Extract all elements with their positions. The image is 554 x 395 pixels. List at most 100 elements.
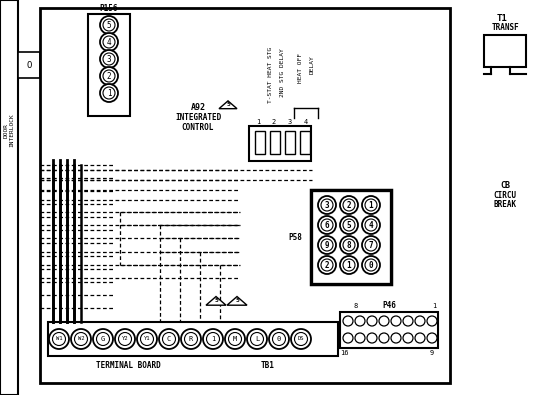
Text: HEAT OFF: HEAT OFF (297, 53, 302, 83)
Text: 1: 1 (369, 201, 373, 209)
Circle shape (362, 236, 380, 254)
Text: 16: 16 (340, 350, 348, 356)
Circle shape (162, 333, 176, 346)
Circle shape (159, 329, 179, 349)
Polygon shape (219, 101, 237, 109)
Text: 0: 0 (369, 260, 373, 269)
Bar (88, 14, 130, 116)
Circle shape (53, 333, 65, 346)
Text: CB: CB (500, 181, 510, 190)
Circle shape (365, 219, 377, 231)
Text: 9: 9 (325, 241, 329, 250)
Circle shape (250, 333, 264, 346)
Circle shape (103, 53, 115, 65)
Circle shape (427, 333, 437, 343)
Circle shape (273, 333, 285, 346)
Text: 0: 0 (277, 336, 281, 342)
Text: 1: 1 (256, 119, 260, 125)
Bar (311, 190, 391, 284)
Circle shape (362, 196, 380, 214)
Circle shape (203, 329, 223, 349)
Text: A92: A92 (191, 102, 206, 111)
Text: T1: T1 (496, 13, 507, 23)
Text: 5: 5 (107, 21, 111, 30)
Text: 1: 1 (211, 336, 215, 342)
Text: P156: P156 (100, 4, 118, 13)
Bar (285, 131, 295, 154)
Bar (18, 52, 40, 78)
Text: 5: 5 (235, 298, 239, 303)
Text: 4: 4 (369, 220, 373, 229)
Bar (0, 0, 18, 395)
Text: O: O (26, 60, 32, 70)
Circle shape (403, 316, 413, 326)
Circle shape (295, 333, 307, 346)
Circle shape (225, 329, 245, 349)
Circle shape (103, 70, 115, 82)
Circle shape (379, 333, 389, 343)
Circle shape (340, 216, 358, 234)
Text: G: G (101, 336, 105, 342)
Circle shape (100, 16, 118, 34)
Circle shape (100, 67, 118, 85)
Circle shape (340, 256, 358, 274)
Text: 3: 3 (288, 119, 292, 125)
Text: C: C (167, 336, 171, 342)
Circle shape (137, 329, 157, 349)
Text: DELAY: DELAY (310, 56, 315, 74)
Bar (270, 131, 280, 154)
Text: 4: 4 (304, 119, 308, 125)
Polygon shape (227, 297, 247, 305)
Text: 6: 6 (325, 220, 329, 229)
Text: 5: 5 (214, 298, 218, 303)
Text: 9: 9 (430, 350, 434, 356)
Circle shape (343, 239, 355, 251)
Text: DS: DS (297, 337, 304, 342)
Text: W1: W1 (56, 337, 62, 342)
Circle shape (343, 259, 355, 271)
Text: W2: W2 (78, 337, 84, 342)
Circle shape (365, 199, 377, 211)
Text: INTEGRATED: INTEGRATED (175, 113, 221, 122)
Circle shape (365, 239, 377, 251)
Circle shape (362, 216, 380, 234)
Text: 2: 2 (325, 260, 329, 269)
Text: 1: 1 (347, 260, 351, 269)
Circle shape (321, 199, 333, 211)
Text: 1: 1 (432, 303, 436, 309)
Bar (340, 312, 438, 348)
Circle shape (100, 33, 118, 51)
Bar (249, 126, 311, 161)
Bar (313, 192, 389, 282)
Circle shape (367, 333, 377, 343)
Text: CONTROL: CONTROL (182, 122, 214, 132)
Circle shape (318, 256, 336, 274)
Text: TERMINAL BOARD: TERMINAL BOARD (96, 361, 160, 371)
Polygon shape (206, 297, 226, 305)
Circle shape (403, 333, 413, 343)
Circle shape (427, 316, 437, 326)
Text: CIRCU: CIRCU (494, 190, 516, 199)
Circle shape (355, 316, 365, 326)
Text: Y1: Y1 (143, 337, 150, 342)
Circle shape (355, 333, 365, 343)
Bar (255, 131, 265, 154)
Circle shape (184, 333, 197, 346)
Text: 2ND STG DELAY: 2ND STG DELAY (280, 49, 285, 98)
Circle shape (228, 333, 242, 346)
Circle shape (343, 199, 355, 211)
Text: 7: 7 (369, 241, 373, 250)
Circle shape (291, 329, 311, 349)
Text: 5: 5 (226, 102, 230, 107)
Circle shape (321, 219, 333, 231)
Text: BREAK: BREAK (494, 199, 516, 209)
Text: 1: 1 (107, 88, 111, 98)
Text: T-STAT HEAT STG: T-STAT HEAT STG (268, 47, 273, 103)
Circle shape (367, 316, 377, 326)
Circle shape (269, 329, 289, 349)
Circle shape (391, 316, 401, 326)
Text: 3: 3 (325, 201, 329, 209)
Bar (40, 8, 450, 383)
Text: TB1: TB1 (261, 361, 275, 371)
Text: 5: 5 (347, 220, 351, 229)
